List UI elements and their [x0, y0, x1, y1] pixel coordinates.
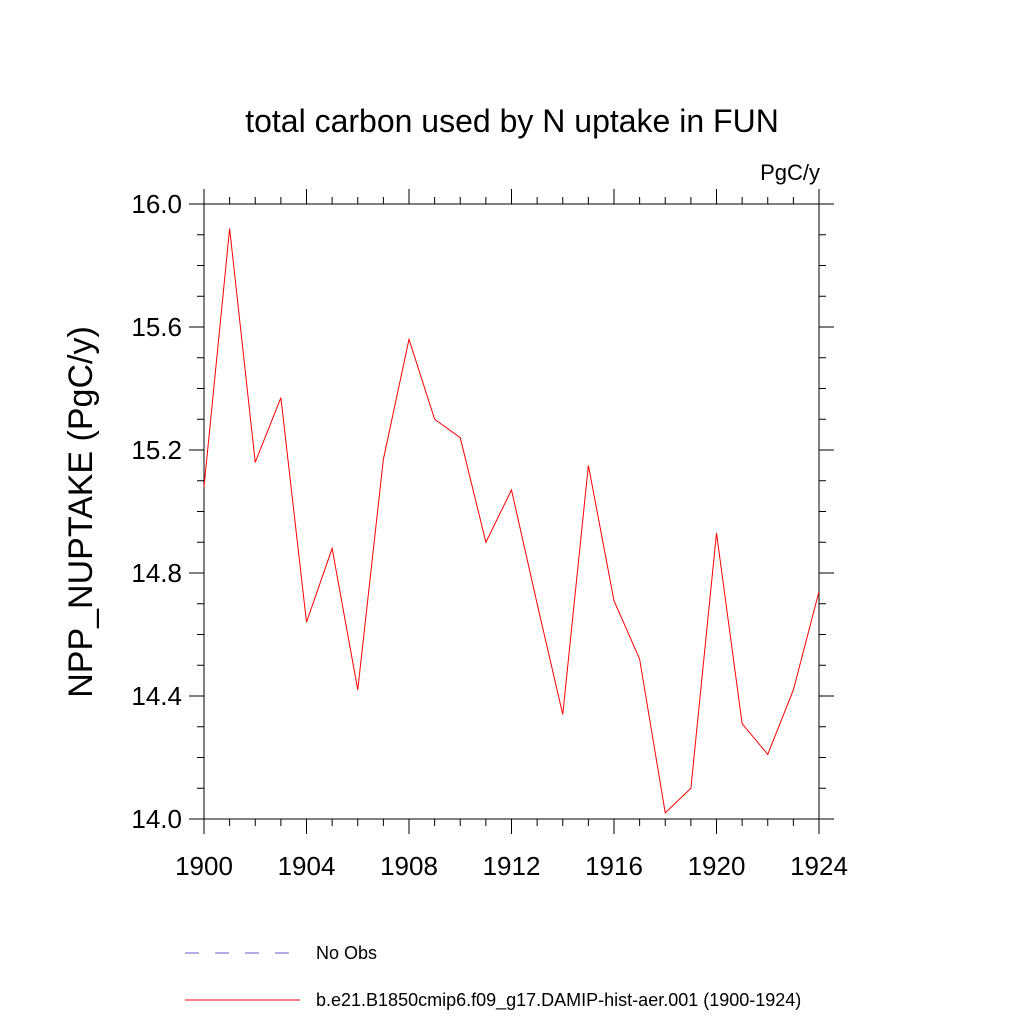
y-tick-label: 16.0: [131, 189, 182, 219]
y-tick-label: 14.8: [131, 558, 182, 588]
legend-label-no-obs: No Obs: [316, 943, 377, 963]
units-label: PgC/y: [760, 160, 820, 185]
x-tick-label: 1916: [585, 851, 643, 881]
legend: No Obs b.e21.B1850cmip6.f09_g17.DAMIP-hi…: [185, 943, 801, 1011]
legend-label-model: b.e21.B1850cmip6.f09_g17.DAMIP-hist-aer.…: [316, 990, 801, 1011]
x-tick-label: 1920: [688, 851, 746, 881]
x-tick-label: 1912: [483, 851, 541, 881]
y-tick-label: 14.4: [131, 681, 182, 711]
y-tick-label: 15.6: [131, 312, 182, 342]
chart-title: total carbon used by N uptake in FUN: [245, 103, 779, 139]
series-line: [203, 228, 820, 814]
y-tick-label: 15.2: [131, 435, 182, 465]
tick-labels: 1900 1904 1908 1912 1916 1920 1924 14.0 14.4 14.8…: [131, 189, 848, 881]
x-tick-label: 1900: [175, 851, 233, 881]
x-tick-label: 1924: [790, 851, 848, 881]
axis-ticks: [189, 189, 834, 834]
series-layer: [203, 228, 820, 814]
y-tick-label: 14.0: [131, 804, 182, 834]
x-tick-label: 1908: [380, 851, 438, 881]
x-tick-label: 1904: [278, 851, 336, 881]
y-axis-label: NPP_NUPTAKE (PgC/y): [62, 326, 100, 698]
plot-frame: [203, 203, 820, 820]
